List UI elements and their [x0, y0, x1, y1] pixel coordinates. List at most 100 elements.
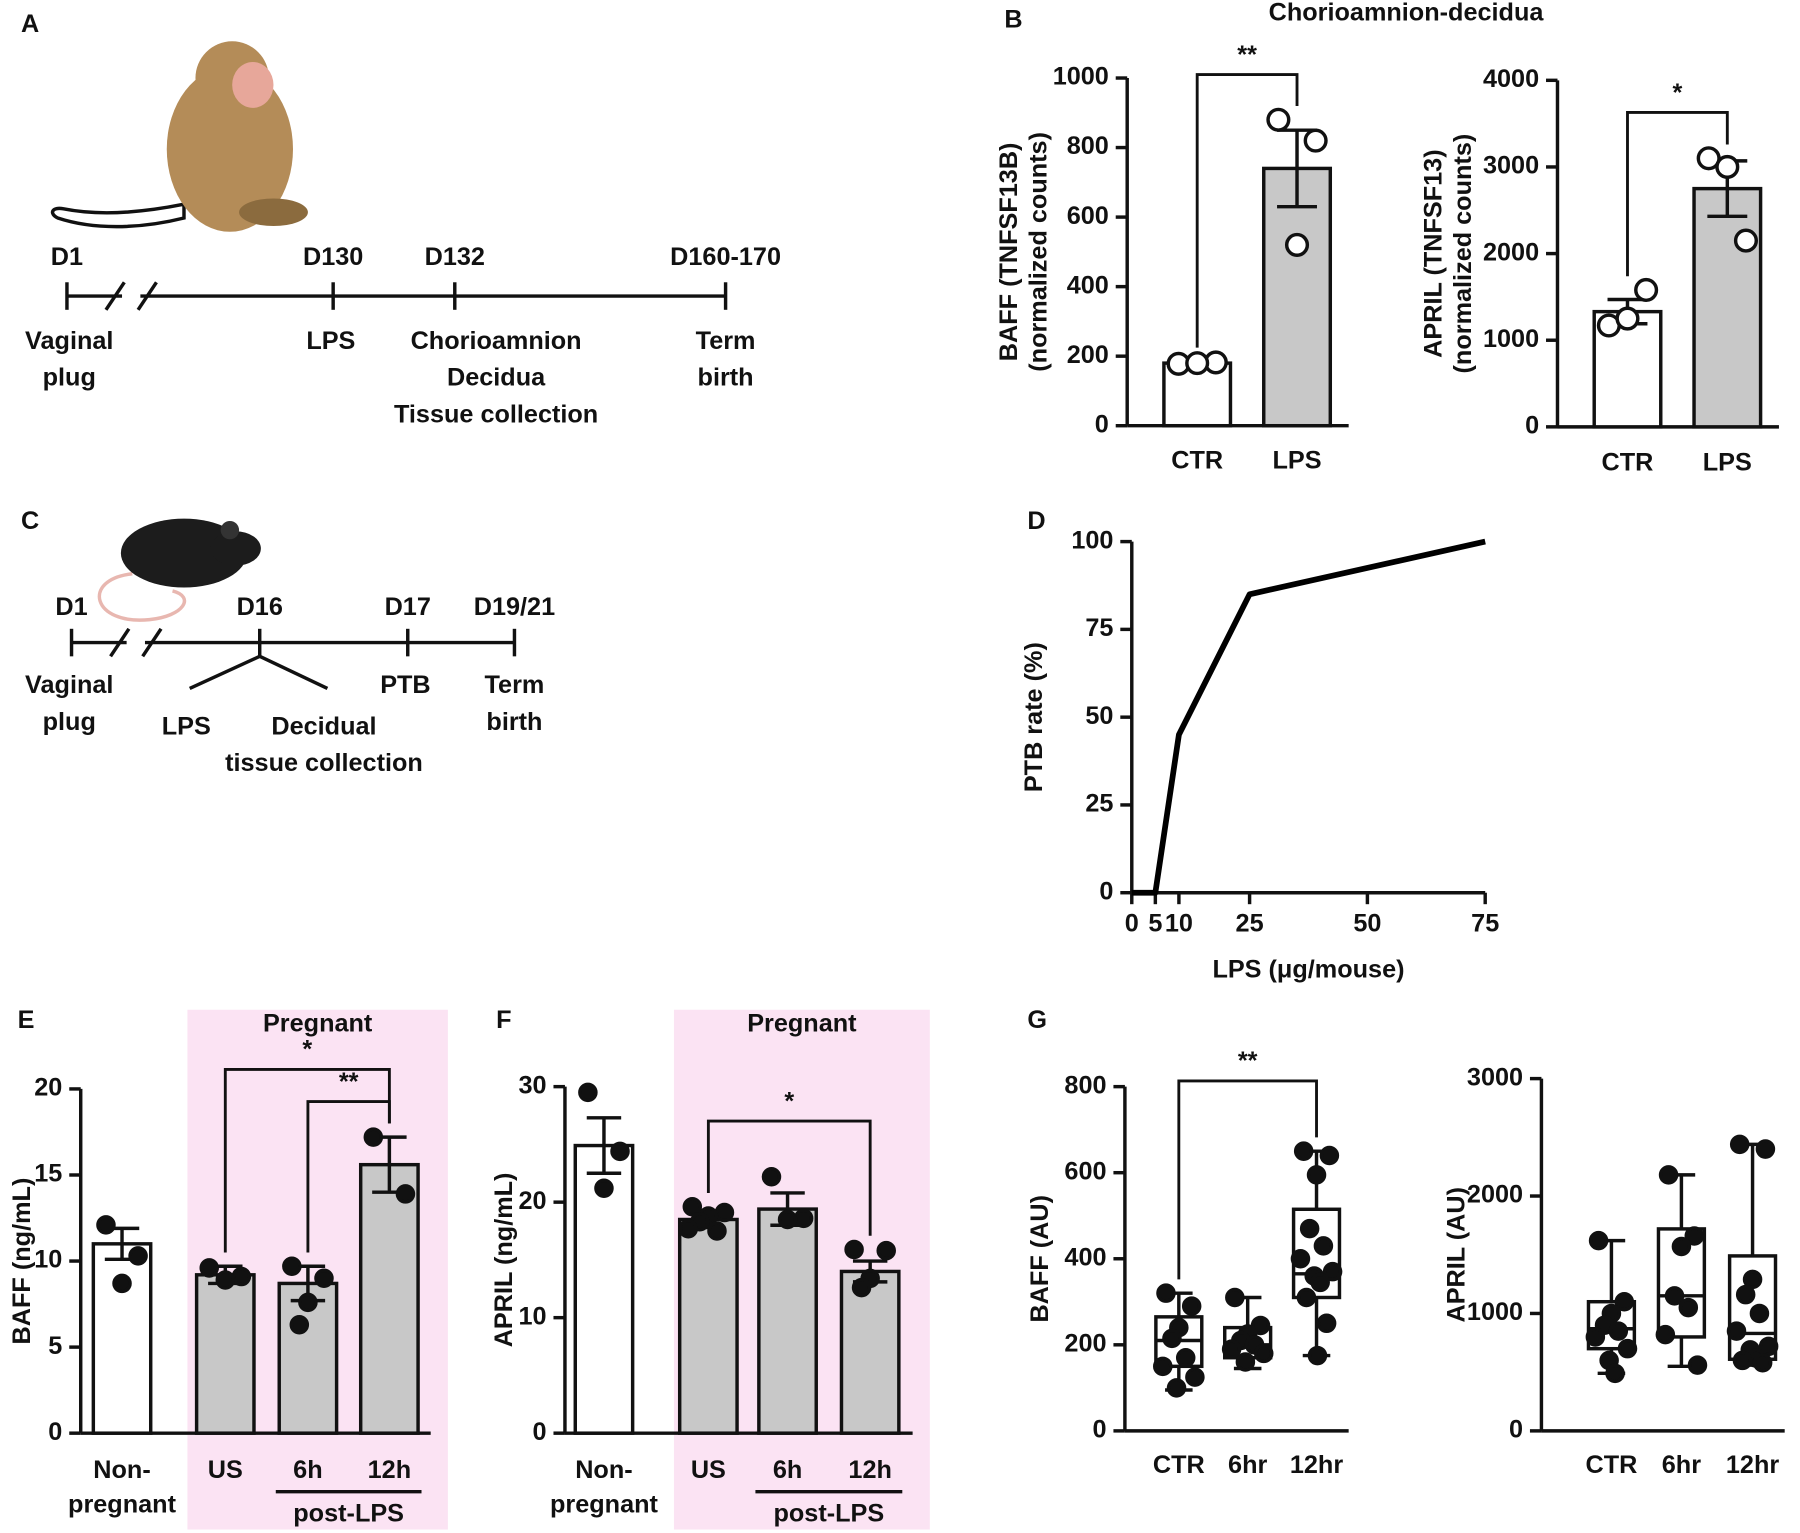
x-tick-label: 25: [1236, 910, 1264, 938]
timeline-break: [136, 281, 158, 311]
timeline-break: [104, 281, 126, 311]
sig-label: **: [1238, 1047, 1258, 1075]
text-line: tissue collection: [225, 749, 423, 777]
data-point: [1307, 1345, 1328, 1366]
event-label: PTB: [380, 671, 430, 699]
x-tick-label: CTR: [1171, 446, 1223, 474]
text-line: Non-: [575, 1456, 632, 1484]
y-tick-label: 0: [533, 1418, 547, 1446]
x-tick-label: 50: [1353, 910, 1381, 938]
event-label: Term birth: [696, 327, 756, 392]
text-line: plug: [43, 708, 96, 736]
data-point: [1617, 1338, 1638, 1359]
data-line: [1131, 538, 1486, 896]
x-tick-label: 6h: [773, 1456, 802, 1484]
text-line: Decidua: [447, 363, 546, 391]
sig-label: *: [1672, 79, 1682, 107]
data-point: [1175, 1347, 1196, 1368]
text-line: Decidual: [271, 712, 376, 740]
day-label: D17: [385, 593, 431, 621]
data-point: [1185, 351, 1210, 376]
bar: [839, 1269, 901, 1435]
y-axis-label: (normalized counts): [1449, 134, 1477, 374]
data-point: [1585, 1327, 1606, 1347]
y-tick-label: 0: [1092, 1416, 1106, 1444]
event-label: Decidual tissue collection: [225, 712, 423, 777]
data-point: [1296, 1287, 1317, 1308]
data-point: [876, 1240, 896, 1261]
data-point: [1752, 1353, 1773, 1373]
chart-title: Chorioamnion-decidua: [1269, 0, 1545, 26]
data-point: [1153, 1356, 1173, 1377]
y-tick-label: 800: [1067, 132, 1109, 160]
data-point: [1322, 1261, 1343, 1282]
data-point: [1299, 1218, 1320, 1239]
y-axis-label: (normalized counts): [1025, 132, 1053, 372]
data-point: [231, 1266, 252, 1287]
event-label: Term birth: [485, 671, 545, 736]
y-axis-label: APRIL (ng/mL): [490, 1173, 518, 1348]
event-label: Vaginal plug: [25, 671, 113, 736]
data-point: [128, 1246, 148, 1266]
data-point: [1664, 1286, 1685, 1306]
bar: [358, 1162, 420, 1435]
data-point: [578, 1082, 598, 1103]
group-label: Pregnant: [263, 1009, 373, 1037]
text-line: Term: [696, 327, 756, 355]
x-tick-label: 12hr: [1290, 1451, 1343, 1479]
text-line: Non-: [93, 1456, 150, 1484]
day-label: D1: [51, 243, 83, 271]
event-label: Vaginal plug: [25, 327, 113, 392]
day-label: D16: [237, 593, 283, 621]
data-point: [1156, 1283, 1176, 1303]
x-tick-label: 6hr: [1228, 1451, 1267, 1479]
text-line: pregnant: [550, 1490, 659, 1518]
text-line: US: [691, 1456, 726, 1484]
data-point: [1181, 1296, 1202, 1316]
data-point: [96, 1215, 116, 1235]
timeline-break: [109, 627, 131, 658]
data-point: [1758, 1336, 1779, 1357]
y-axis-label: BAFF (ng/mL): [8, 1178, 36, 1345]
data-point: [1250, 1315, 1271, 1336]
y-axis-label: PTB rate (%): [1020, 642, 1048, 792]
y-tick-label: 0: [48, 1418, 62, 1446]
text-line: plug: [43, 363, 96, 391]
data-point: [1266, 107, 1291, 132]
data-point: [1284, 232, 1310, 257]
data-point: [1684, 1226, 1705, 1246]
x-tick-label: 10: [1165, 910, 1193, 938]
day-label: D132: [425, 243, 485, 271]
sig-bracket: [1177, 1079, 1318, 1280]
sig-label: **: [1237, 41, 1257, 69]
x-tick-label: 0: [1125, 910, 1139, 938]
data-point: [215, 1270, 236, 1290]
bar: [91, 1242, 153, 1435]
data-point: [1221, 1339, 1242, 1359]
y-tick-label: 3000: [1483, 152, 1539, 180]
x-tick-label: 12h: [368, 1456, 411, 1484]
data-point: [1614, 1291, 1635, 1312]
sig-label: **: [339, 1068, 359, 1096]
text-line: LPS: [306, 327, 355, 355]
data-point: [610, 1141, 630, 1162]
data-point: [1715, 154, 1740, 180]
data-point: [282, 1256, 302, 1276]
data-point: [289, 1314, 310, 1335]
data-point: [1310, 1272, 1330, 1293]
monkey: [50, 41, 308, 232]
text-line: PTB: [380, 671, 430, 699]
data-point: [682, 1197, 703, 1217]
text-line: Term: [485, 671, 545, 699]
sig-label: *: [784, 1087, 794, 1115]
y-tick-label: 50: [1085, 702, 1113, 730]
data-point: [1235, 1352, 1256, 1372]
text-line: 12h: [368, 1456, 411, 1484]
sig-bracket: [223, 1067, 391, 1253]
data-point: [199, 1258, 219, 1278]
text-line: 6h: [293, 1456, 322, 1484]
sig-bracket: [1626, 111, 1729, 277]
y-tick-label: 25: [1085, 790, 1113, 818]
panel-label: B: [1004, 5, 1022, 33]
